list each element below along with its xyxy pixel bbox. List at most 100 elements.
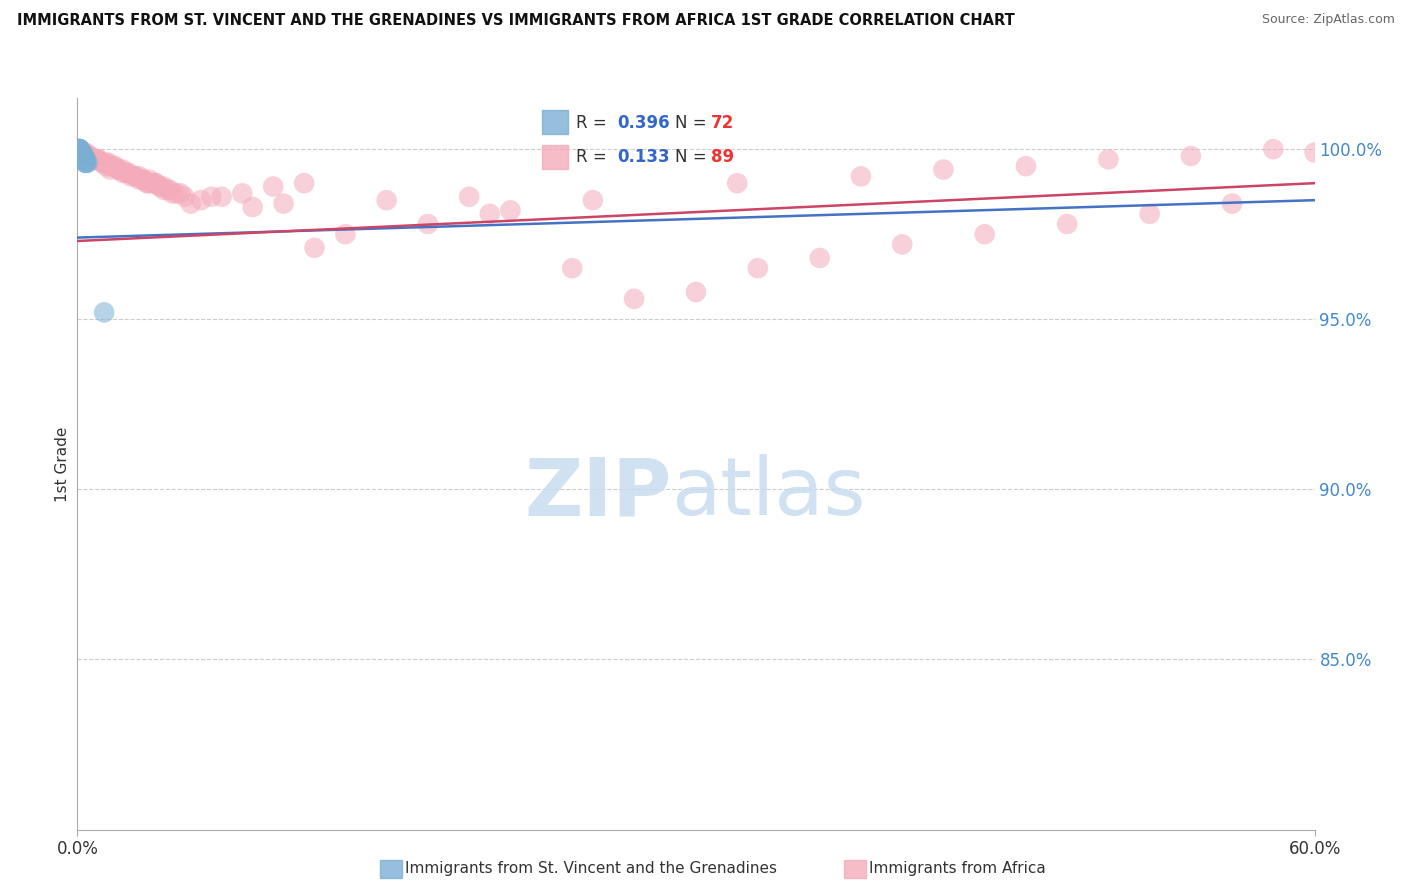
- Point: [107, 162, 129, 177]
- Point: [145, 176, 167, 190]
- Point: [153, 183, 176, 197]
- Point: [70, 145, 93, 160]
- Point: [72, 149, 94, 163]
- Point: [70, 145, 93, 160]
- Point: [1303, 145, 1326, 160]
- Bar: [543, 145, 568, 169]
- Point: [72, 149, 94, 163]
- Text: R =: R =: [576, 148, 612, 166]
- Point: [72, 149, 94, 163]
- Point: [932, 162, 955, 177]
- Point: [91, 155, 114, 169]
- Point: [72, 149, 94, 163]
- Point: [72, 149, 94, 163]
- Point: [79, 149, 101, 163]
- Point: [1180, 149, 1202, 163]
- Point: [157, 183, 180, 197]
- Point: [115, 166, 138, 180]
- Point: [70, 145, 93, 160]
- Text: IMMIGRANTS FROM ST. VINCENT AND THE GRENADINES VS IMMIGRANTS FROM AFRICA 1ST GRA: IMMIGRANTS FROM ST. VINCENT AND THE GREN…: [17, 13, 1015, 29]
- Point: [70, 145, 93, 160]
- Point: [96, 155, 118, 169]
- Point: [375, 193, 398, 207]
- Point: [70, 145, 93, 160]
- Point: [132, 173, 155, 187]
- Point: [120, 169, 142, 184]
- Point: [292, 176, 315, 190]
- Point: [72, 153, 94, 167]
- Point: [76, 149, 98, 163]
- Point: [561, 261, 583, 276]
- Point: [180, 196, 202, 211]
- Point: [1015, 159, 1038, 173]
- Point: [72, 149, 94, 163]
- Point: [1097, 153, 1119, 167]
- Point: [138, 173, 160, 187]
- Point: [70, 149, 93, 163]
- Point: [70, 145, 93, 160]
- Point: [91, 155, 114, 169]
- Point: [72, 149, 94, 163]
- Point: [262, 179, 284, 194]
- Point: [70, 145, 93, 160]
- Point: [76, 155, 98, 169]
- Point: [75, 149, 97, 163]
- Point: [72, 149, 94, 163]
- Text: Source: ZipAtlas.com: Source: ZipAtlas.com: [1261, 13, 1395, 27]
- Point: [242, 200, 264, 214]
- Point: [169, 186, 191, 201]
- Point: [83, 153, 105, 167]
- Point: [70, 149, 93, 163]
- Point: [70, 145, 93, 160]
- Point: [70, 149, 93, 163]
- Point: [458, 190, 481, 204]
- Y-axis label: 1st Grade: 1st Grade: [55, 426, 70, 501]
- Point: [67, 142, 90, 156]
- Point: [124, 169, 146, 184]
- Text: 0.396: 0.396: [617, 114, 671, 132]
- Text: ZIP: ZIP: [524, 454, 671, 533]
- Point: [149, 179, 172, 194]
- Point: [1056, 217, 1078, 231]
- Point: [72, 153, 94, 167]
- Point: [75, 155, 97, 169]
- Point: [70, 149, 93, 163]
- Point: [159, 183, 181, 197]
- Point: [124, 169, 146, 184]
- Point: [67, 145, 90, 160]
- Text: 89: 89: [711, 148, 734, 166]
- Point: [72, 153, 94, 167]
- Point: [97, 155, 120, 169]
- Point: [67, 142, 90, 156]
- Text: Immigrants from Africa: Immigrants from Africa: [869, 862, 1046, 876]
- Point: [808, 251, 831, 265]
- Point: [67, 142, 90, 156]
- Point: [747, 261, 769, 276]
- Point: [70, 145, 93, 160]
- Point: [165, 186, 187, 201]
- Point: [499, 203, 522, 218]
- Text: 72: 72: [711, 114, 734, 132]
- Point: [128, 173, 150, 187]
- Point: [72, 149, 94, 163]
- Point: [72, 149, 94, 163]
- Text: N =: N =: [675, 114, 711, 132]
- Point: [72, 153, 94, 167]
- Point: [153, 179, 176, 194]
- Point: [72, 153, 94, 167]
- Point: [87, 153, 110, 167]
- Point: [96, 159, 118, 173]
- Point: [72, 149, 94, 163]
- Point: [891, 237, 914, 252]
- Point: [118, 166, 141, 180]
- Point: [67, 142, 90, 156]
- Point: [98, 162, 121, 177]
- Point: [416, 217, 439, 231]
- Point: [93, 305, 115, 319]
- Point: [136, 176, 159, 190]
- Point: [70, 145, 93, 160]
- Point: [623, 292, 645, 306]
- Bar: [543, 111, 568, 135]
- Point: [103, 159, 125, 173]
- Point: [107, 162, 129, 177]
